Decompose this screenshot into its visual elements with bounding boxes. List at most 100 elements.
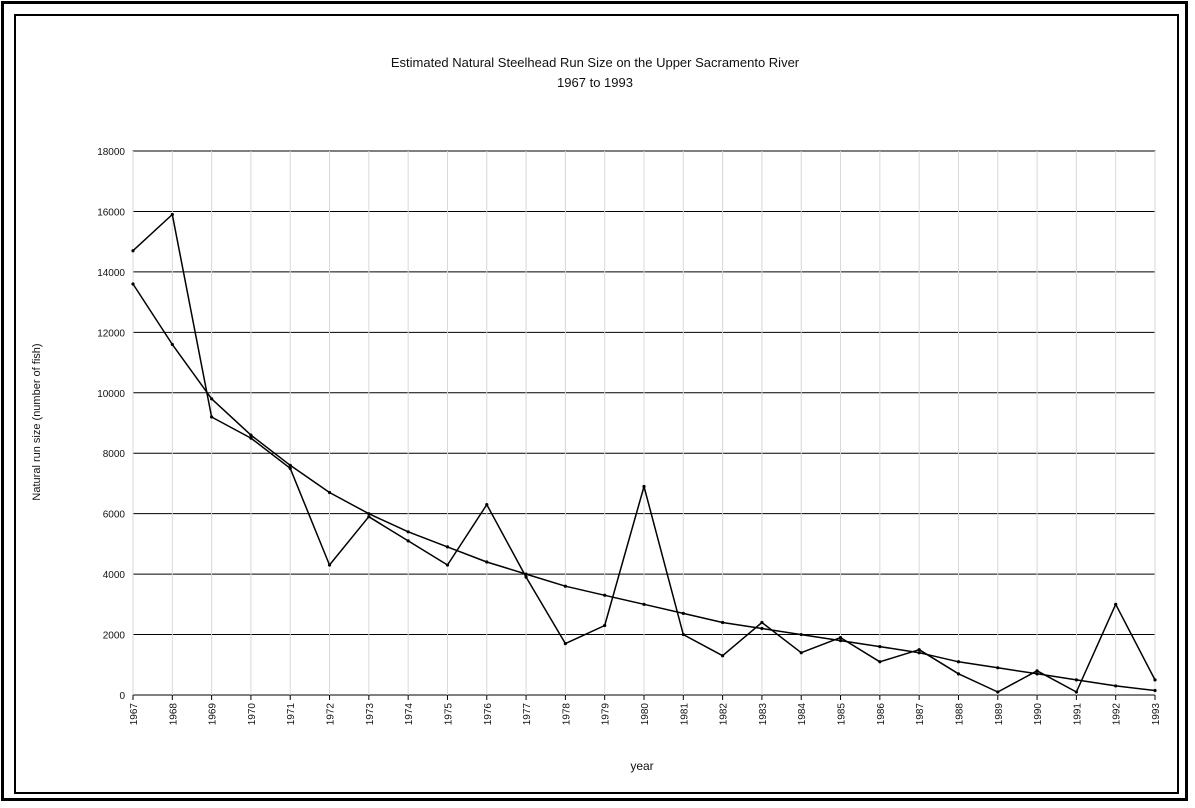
x-tick-label: 1971 (286, 703, 297, 726)
chart-subtitle: 1967 to 1993 (557, 75, 633, 90)
data-point (367, 515, 371, 519)
gridlines (132, 150, 1156, 700)
data-point (760, 620, 764, 625)
data-point (1035, 672, 1039, 676)
x-tick-label: 1977 (522, 703, 533, 726)
x-tick-labels: 1967 1968 1969 1970 1971 1972 1973 1974 1975 1976… (129, 703, 1162, 726)
data-point (1035, 669, 1039, 673)
data-point (721, 654, 725, 658)
data-point (131, 249, 135, 253)
data-point (838, 635, 843, 640)
data-point (642, 484, 646, 489)
x-tick-label: 1980 (640, 703, 651, 726)
data-point (917, 651, 921, 655)
x-tick-label: 1972 (326, 703, 337, 726)
data-point (367, 512, 371, 516)
data-point (603, 593, 607, 597)
x-tick-label: 1986 (876, 703, 887, 726)
data-point (288, 463, 292, 467)
y-tick-label: 12000 (97, 328, 125, 339)
x-tick-label: 1983 (758, 703, 769, 726)
data-point (721, 620, 725, 625)
data-point (1114, 684, 1118, 688)
x-tick-label: 1975 (443, 703, 454, 726)
data-point (445, 563, 450, 567)
y-tick-label: 8000 (103, 449, 126, 460)
data-point (249, 436, 253, 440)
x-tick-label: 1987 (915, 703, 926, 726)
y-axis-label: Natural run size (number of fish) (31, 343, 43, 500)
data-point (1153, 688, 1157, 693)
x-tick-label: 1974 (404, 703, 415, 726)
x-tick-label: 1989 (994, 703, 1005, 726)
x-tick-label: 1988 (954, 703, 965, 726)
chart-title: Estimated Natural Steelhead Run Size on … (391, 55, 800, 70)
x-tick-label: 1978 (561, 703, 572, 726)
series-lines (131, 212, 1157, 694)
data-point (996, 666, 1000, 670)
x-tick-label: 1991 (1072, 703, 1083, 726)
data-point (170, 212, 174, 217)
x-tick-label: 1967 (129, 703, 140, 726)
data-point (563, 584, 567, 588)
y-tick-label: 2000 (103, 631, 126, 642)
inner-border (14, 14, 1179, 794)
data-point (249, 433, 253, 437)
data-point (760, 626, 764, 631)
data-point (603, 623, 607, 628)
data-point (445, 545, 450, 549)
data-point (406, 539, 410, 543)
data-point (681, 611, 685, 616)
data-point (485, 560, 489, 564)
data-point (838, 639, 843, 643)
data-point (681, 632, 685, 637)
x-tick-label: 1992 (1112, 703, 1123, 726)
data-point (956, 660, 961, 664)
x-tick-label: 1981 (679, 703, 690, 726)
x-tick-label: 1970 (247, 703, 258, 726)
data-point (799, 651, 803, 655)
data-point (1074, 690, 1078, 694)
data-point (1074, 678, 1078, 682)
x-tick-label: 1969 (208, 703, 219, 726)
data-point (996, 690, 1000, 694)
data-point (956, 672, 961, 676)
x-tick-label: 1990 (1033, 703, 1044, 726)
y-tick-label: 14000 (97, 268, 125, 279)
x-tick-label: 1979 (601, 703, 612, 726)
x-axis-label: year (630, 759, 653, 773)
data-point (563, 642, 567, 646)
data-point (406, 530, 410, 534)
data-point (642, 602, 646, 606)
data-point (131, 282, 135, 286)
data-point (1153, 678, 1157, 682)
y-tick-labels: 0 2000 4000 6000 8000 10000 12000 14000 16000 180… (97, 147, 125, 702)
x-tick-label: 1982 (719, 703, 730, 726)
data-point (170, 342, 174, 347)
data-point (799, 632, 803, 637)
data-point (210, 397, 214, 401)
data-point (485, 503, 489, 507)
y-tick-label: 4000 (103, 570, 126, 581)
x-tick-label: 1985 (837, 703, 848, 726)
y-tick-label: 6000 (103, 510, 126, 521)
y-tick-label: 10000 (97, 389, 125, 400)
x-tick-label: 1984 (797, 703, 808, 726)
y-tick-label: 0 (119, 691, 125, 702)
x-tick-label: 1973 (365, 703, 376, 726)
data-point (917, 648, 921, 652)
data-point (878, 645, 882, 649)
data-point (327, 563, 332, 567)
data-point (210, 415, 214, 419)
data-point (524, 572, 528, 576)
data-point (1114, 602, 1118, 606)
data-point (327, 490, 332, 495)
data-point (878, 660, 882, 664)
x-tick-label: 1968 (168, 703, 179, 726)
data-point (288, 466, 292, 470)
x-tick-label: 1976 (483, 703, 494, 726)
x-tick-label: 1993 (1151, 703, 1162, 726)
y-tick-label: 18000 (97, 147, 125, 158)
